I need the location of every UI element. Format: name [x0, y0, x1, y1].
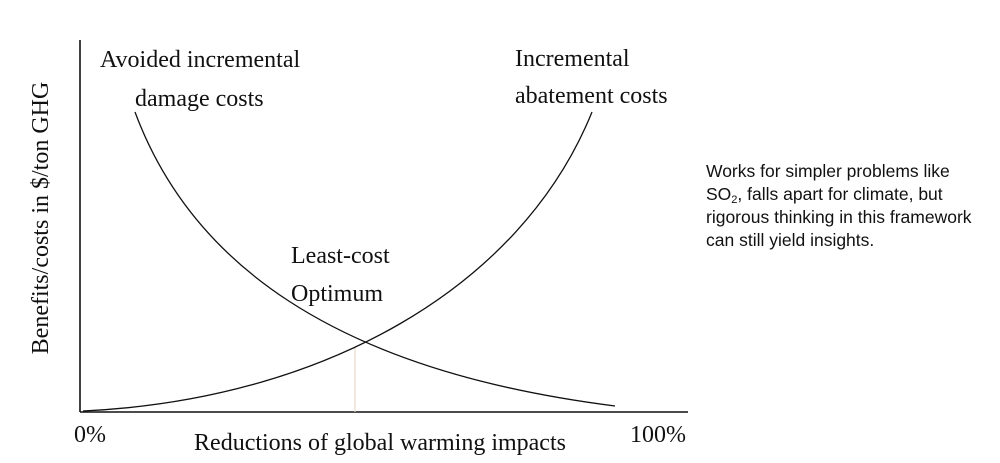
side-note: Works for simpler problems like SO2, fal… [706, 160, 986, 252]
side-note-subscript: 2 [731, 194, 738, 206]
optimum-label-line-2: Optimum [291, 281, 383, 307]
abatement-curve-label-line-2: abatement costs [515, 83, 668, 109]
y-axis-label: Benefits/costs in $/ton GHG [28, 82, 54, 355]
damage-curve-label-line-2: damage costs [135, 86, 264, 112]
side-note-text-start: Works for simpler problems like SO [706, 161, 950, 204]
side-note-text-end: , falls apart for climate, but rigorous … [706, 184, 972, 250]
x-max-label: 100% [630, 422, 686, 448]
abatement-curve-label-line-1: Incremental [515, 46, 630, 72]
damage-cost-curve [134, 111, 616, 407]
abatement-cost-curve [82, 111, 593, 412]
x-axis-label: Reductions of global warming impacts [194, 430, 566, 456]
x-min-label: 0% [74, 422, 106, 448]
optimum-label-line-1: Least-cost [291, 243, 390, 269]
damage-curve-label-line-1: Avoided incremental [100, 47, 300, 73]
